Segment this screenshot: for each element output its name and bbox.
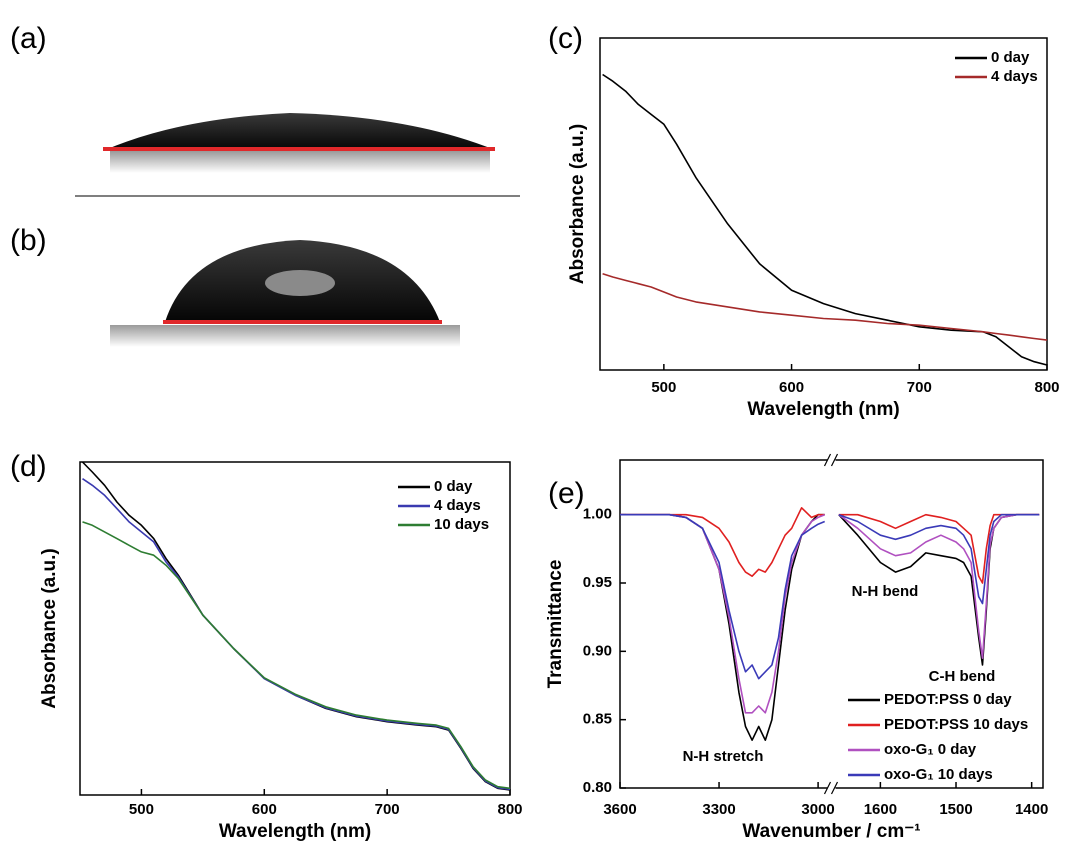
axis-break-mark — [830, 781, 839, 795]
panel-label: (e) — [548, 477, 585, 510]
legend-label: 10 days — [434, 516, 489, 533]
x-tick-label: 500 — [129, 801, 154, 818]
y-tick-label: 1.00 — [583, 506, 612, 523]
x-tick-label: 600 — [779, 379, 804, 396]
plot-frame — [79, 461, 511, 796]
data-line — [82, 521, 511, 790]
legend-label: 0 day — [434, 478, 473, 495]
x-tick-label: 600 — [252, 801, 277, 818]
axis-break-mark — [830, 453, 839, 467]
axis-break-gap — [827, 458, 836, 462]
plot-frame — [599, 37, 1048, 371]
axis-break-mark — [823, 453, 832, 467]
y-tick-label: 0.90 — [583, 642, 612, 659]
annotation: C-H bend — [929, 668, 996, 685]
droplet-image-a — [103, 113, 495, 173]
panel-label: (c) — [548, 22, 583, 55]
data-line — [602, 73, 1048, 366]
annotation: N-H bend — [852, 583, 919, 600]
y-tick-label: 0.95 — [583, 574, 612, 591]
legend-label: oxo-G₁ 10 days — [884, 766, 993, 783]
legend-label: 4 days — [991, 68, 1038, 85]
data-line — [620, 513, 826, 714]
x-tick-label: 3300 — [702, 801, 735, 818]
x-tick-label: 1500 — [939, 801, 972, 818]
data-line — [602, 272, 1048, 341]
y-axis-label: Absorbance (a.u.) — [39, 548, 60, 708]
x-tick-label: 1600 — [864, 801, 897, 818]
legend-label: 4 days — [434, 497, 481, 514]
x-tick-label: 3600 — [603, 801, 636, 818]
legend-label: PEDOT:PSS 10 days — [884, 716, 1028, 733]
y-tick-label: 0.85 — [583, 711, 612, 728]
panel-label: (b) — [10, 224, 47, 257]
annotation: N-H stretch — [683, 748, 764, 765]
plot-frame — [619, 459, 1044, 789]
x-tick-label: 500 — [651, 379, 676, 396]
legend-label: 0 day — [991, 49, 1030, 66]
y-axis-label: Absorbance (a.u.) — [567, 124, 588, 284]
x-tick-label: 800 — [497, 801, 522, 818]
x-axis-label: Wavelength (nm) — [219, 821, 371, 842]
x-tick-label: 3000 — [801, 801, 834, 818]
y-tick-label: 0.80 — [583, 779, 612, 796]
axis-break-gap — [827, 786, 836, 790]
panel-label: (a) — [10, 22, 47, 55]
x-axis-label: Wavenumber / cm⁻¹ — [742, 821, 920, 842]
x-axis-label: Wavelength (nm) — [747, 399, 899, 420]
x-tick-label: 700 — [375, 801, 400, 818]
data-line — [620, 513, 825, 741]
axis-break-mark — [823, 781, 832, 795]
x-tick-label: 800 — [1034, 379, 1059, 396]
legend-label: oxo-G₁ 0 day — [884, 741, 977, 758]
data-line — [838, 513, 1040, 605]
y-axis-label: Transmittance — [545, 560, 566, 689]
data-line — [620, 513, 826, 680]
legend-label: PEDOT:PSS 0 day — [884, 691, 1012, 708]
data-line — [620, 507, 825, 577]
x-tick-label: 1400 — [1015, 801, 1048, 818]
panel-label: (d) — [10, 450, 47, 483]
droplet-image-b — [110, 240, 460, 347]
data-line — [838, 513, 1040, 659]
x-tick-label: 700 — [907, 379, 932, 396]
